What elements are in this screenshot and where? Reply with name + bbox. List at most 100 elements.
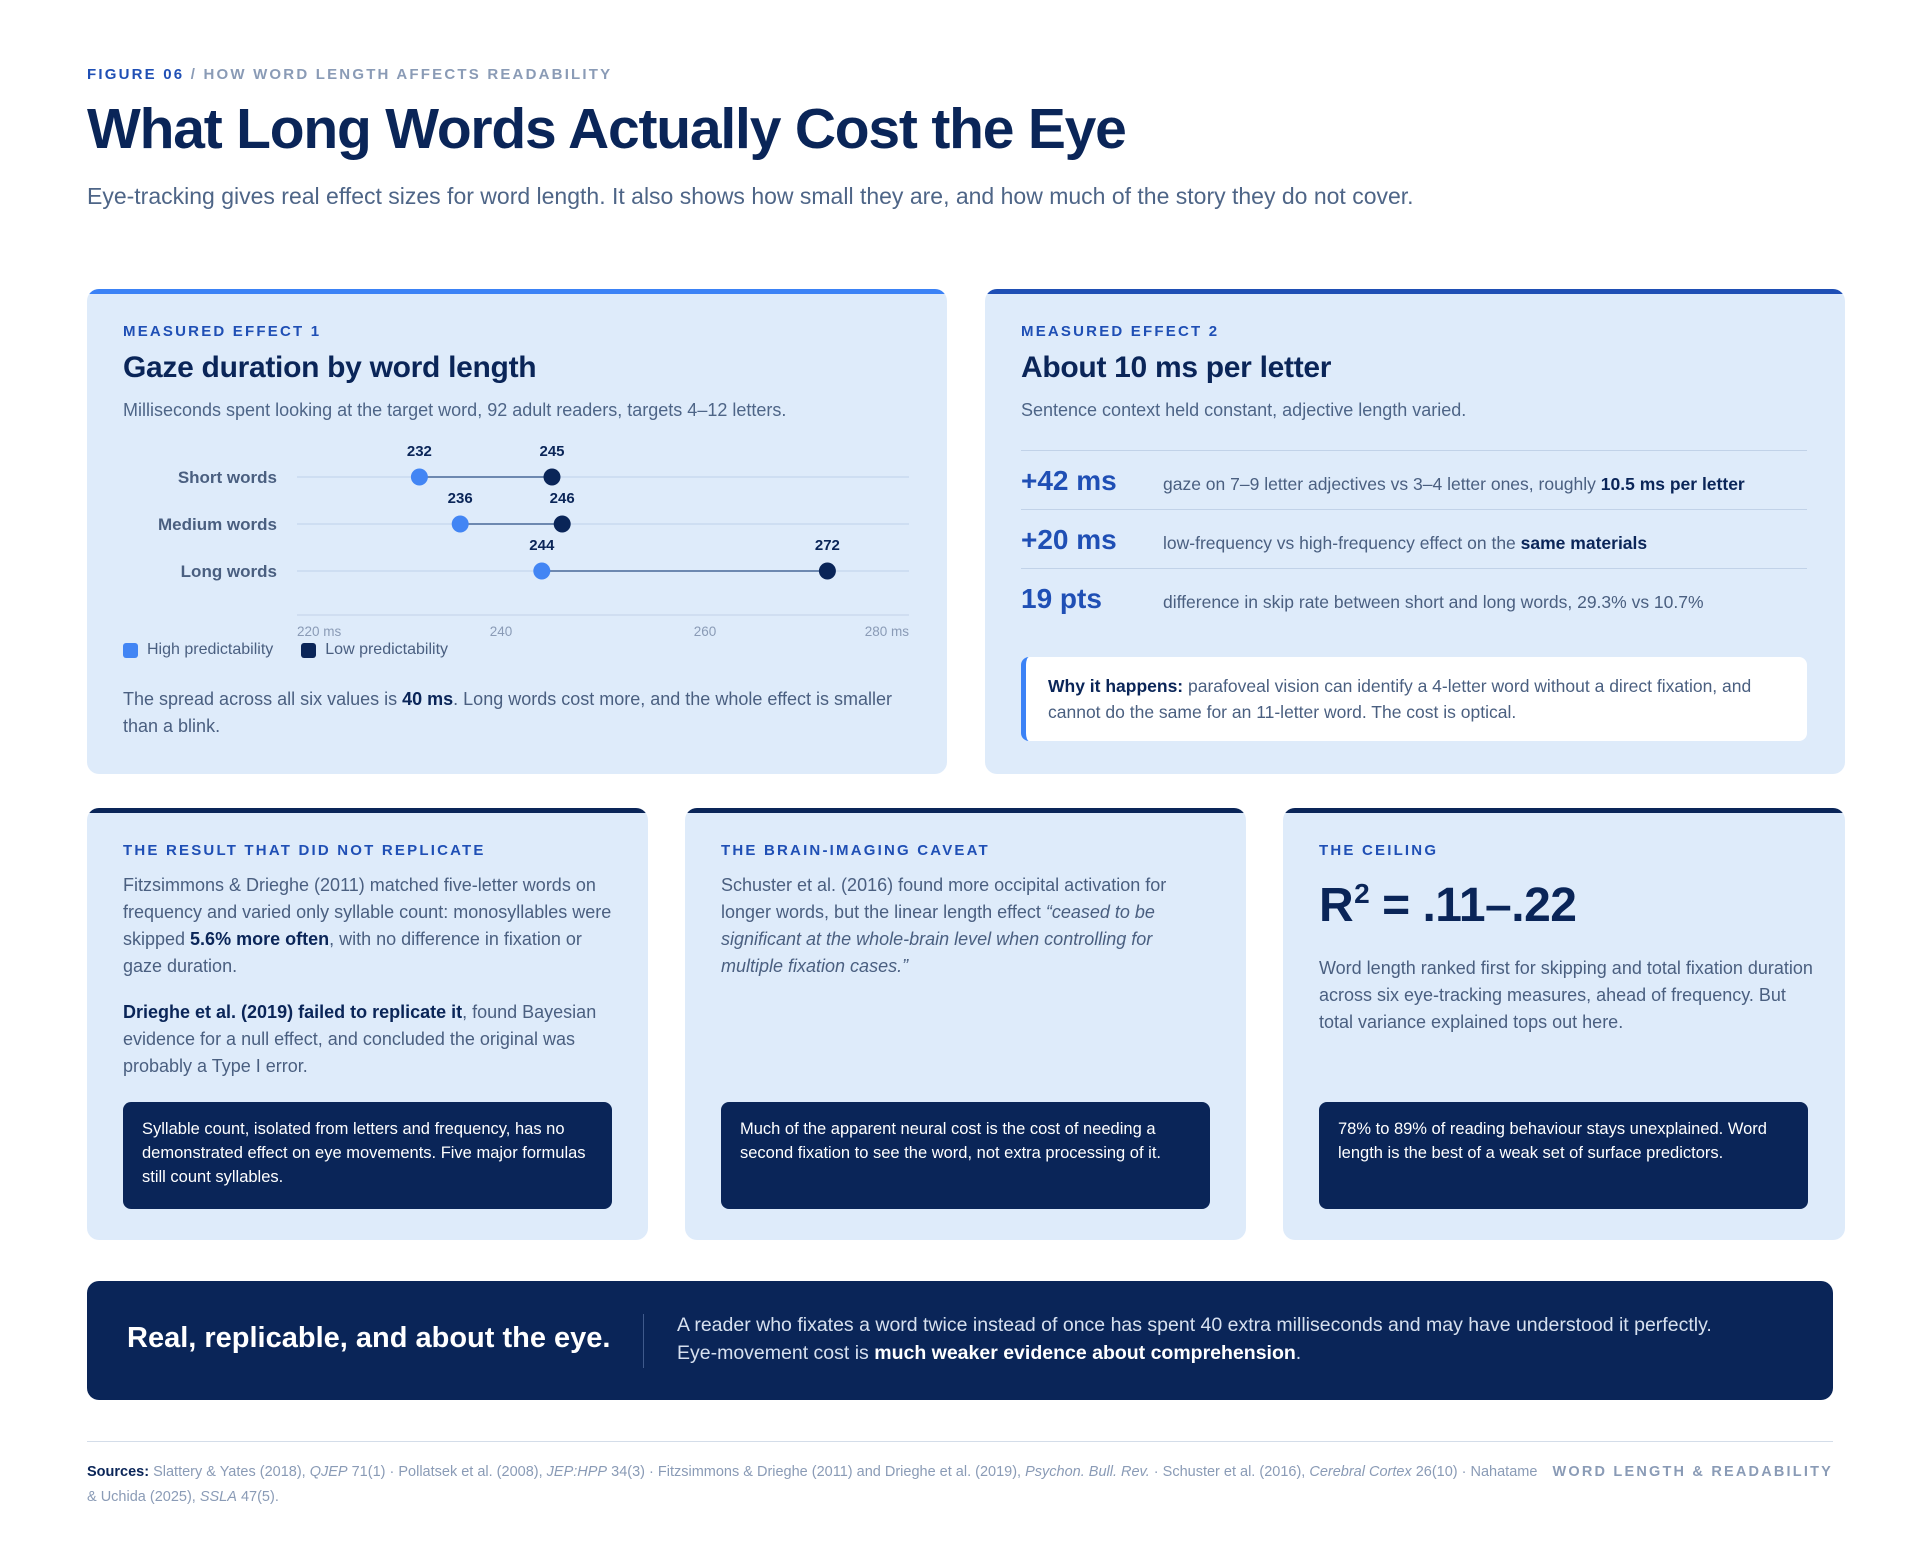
card-label: THE RESULT THAT DID NOT REPLICATE bbox=[123, 842, 486, 859]
banner-text-post: . bbox=[1295, 1342, 1302, 1364]
stat-description: low-frequency vs high-frequency effect o… bbox=[1163, 533, 1647, 554]
x-tick-label: 240 bbox=[490, 624, 513, 639]
data-label: 236 bbox=[448, 490, 473, 507]
card-heading: Gaze duration by word length bbox=[123, 351, 537, 384]
chart-note-post: . Long words cost more, and the whole ef… bbox=[123, 689, 893, 736]
para-text: , with no difference in fixation or gaze… bbox=[123, 929, 582, 976]
legend-label-low: Low predictability bbox=[325, 641, 449, 658]
legend-swatch-low bbox=[301, 642, 317, 658]
category-label: Short words bbox=[178, 468, 277, 487]
takeaway-box: 78% to 89% of reading behaviour stays un… bbox=[1319, 1102, 1808, 1209]
chart-legend: High predictability Low predictability bbox=[123, 641, 448, 659]
source-journal: QJEP bbox=[309, 1464, 348, 1480]
para-quote: “ceased to be significant at the whole-b… bbox=[721, 902, 1155, 976]
card-measured-effect-2: MEASURED EFFECT 2 About 10 ms per letter… bbox=[985, 289, 1845, 774]
data-label: 245 bbox=[539, 443, 564, 460]
card-accent-bar bbox=[1283, 808, 1845, 813]
banner-divider bbox=[643, 1314, 644, 1368]
point-high-predictability bbox=[451, 515, 469, 533]
card-accent-bar bbox=[985, 289, 1845, 294]
chart-note-pre: The spread across all six values is bbox=[123, 689, 403, 709]
banner-text: A reader who fixates a word twice instea… bbox=[677, 1311, 1757, 1367]
stat-desc-text: gaze on 7–9 letter adjectives vs 3–4 let… bbox=[1163, 474, 1601, 494]
stat-description: difference in skip rate between short an… bbox=[1163, 592, 1704, 613]
card-ceiling: THE CEILING R2 = .11–.22 Word length ran… bbox=[1283, 808, 1845, 1240]
source-text: 71(1) · Pollatsek et al. (2008), bbox=[347, 1464, 547, 1480]
card-subheading: Milliseconds spent looking at the target… bbox=[123, 400, 787, 420]
legend-label-high: High predictability bbox=[147, 641, 274, 658]
category-label: Medium words bbox=[158, 515, 277, 534]
conclusion-banner: Real, replicable, and about the eye. A r… bbox=[87, 1281, 1833, 1400]
legend-item-low: Low predictability bbox=[301, 641, 448, 659]
chart-note: The spread across all six values is 40 m… bbox=[123, 686, 913, 740]
banner-text-pre: A reader who fixates a word twice instea… bbox=[677, 1314, 1712, 1364]
card-paragraph: Word length ranked first for skipping an… bbox=[1319, 958, 1813, 1032]
point-low-predictability bbox=[553, 515, 571, 533]
chart-note-bold: 40 ms bbox=[402, 689, 454, 709]
figure-topic: HOW WORD LENGTH AFFECTS READABILITY bbox=[203, 66, 613, 83]
banner-headline: Real, replicable, and about the eye. bbox=[127, 1322, 611, 1354]
para-bold: 5.6% more often bbox=[190, 929, 330, 949]
card-brain-imaging: THE BRAIN-IMAGING CAVEAT Schuster et al.… bbox=[685, 808, 1246, 1240]
dumbbell-chart: Short words 232 245 Medium words 236 246 Long … bbox=[158, 443, 909, 639]
card-accent-bar bbox=[685, 808, 1246, 813]
stat-desc-bold: 10.5 ms per letter bbox=[1600, 474, 1745, 494]
data-label: 244 bbox=[529, 537, 555, 554]
figure-separator: / bbox=[184, 66, 204, 83]
stat-desc-text: difference in skip rate between short an… bbox=[1163, 592, 1704, 612]
source-text: · Schuster et al. (2016), bbox=[1149, 1464, 1310, 1480]
para-bold: Drieghe et al. (2019) failed to replicat… bbox=[123, 1002, 463, 1022]
point-high-predictability bbox=[533, 562, 551, 580]
why-text: parafoveal vision can identify a 4-lette… bbox=[1048, 676, 1752, 722]
para-text: , found Bayesian evidence for a null eff… bbox=[123, 1002, 597, 1076]
card-measured-effect-1: MEASURED EFFECT 1 Gaze duration by word … bbox=[87, 289, 947, 774]
source-text: 26(10) · Nahatame & Uchida (2025), bbox=[87, 1464, 1538, 1505]
card-heading: About 10 ms per letter bbox=[1021, 351, 1332, 384]
x-tick-label: 280 ms bbox=[865, 624, 909, 639]
footer-divider bbox=[87, 1441, 1833, 1442]
data-label: 232 bbox=[407, 443, 432, 460]
x-tick-label: 260 bbox=[694, 624, 717, 639]
source-journal: JEP:HPP bbox=[546, 1464, 608, 1480]
stat-row: +42 ms gaze on 7–9 letter adjectives vs … bbox=[1021, 450, 1807, 509]
page-title: What Long Words Actually Cost the Eye bbox=[87, 97, 1127, 161]
page-subtitle: Eye-tracking gives real effect sizes for… bbox=[87, 183, 1414, 209]
card-label: MEASURED EFFECT 1 bbox=[123, 323, 322, 340]
card-paragraph-2: Drieghe et al. (2019) failed to replicat… bbox=[123, 999, 618, 1080]
r2-prefix: R bbox=[1319, 879, 1354, 932]
card-label: MEASURED EFFECT 2 bbox=[1021, 323, 1220, 340]
legend-swatch-high bbox=[123, 642, 138, 658]
card-label: THE BRAIN-IMAGING CAVEAT bbox=[721, 842, 990, 859]
legend-item-high: High predictability bbox=[123, 641, 273, 659]
source-journal: Cerebral Cortex bbox=[1309, 1464, 1412, 1480]
card-not-replicated: THE RESULT THAT DID NOT REPLICATE Fitzsi… bbox=[87, 808, 648, 1240]
source-text: 47(5). bbox=[236, 1489, 279, 1505]
point-low-predictability bbox=[543, 468, 561, 486]
source-text: 34(3) · Fitzsimmons & Drieghe (2011) and… bbox=[607, 1464, 1026, 1480]
r2-exponent: 2 bbox=[1354, 878, 1370, 909]
card-accent-bar bbox=[87, 289, 947, 294]
card-paragraph-1: Fitzsimmons & Drieghe (2011) matched fiv… bbox=[123, 872, 618, 980]
card-paragraph: Schuster et al. (2016) found more occipi… bbox=[721, 872, 1216, 980]
source-journal: SSLA bbox=[199, 1489, 237, 1505]
card-label: THE CEILING bbox=[1319, 842, 1439, 859]
stat-value: +42 ms bbox=[1021, 465, 1117, 496]
banner-text-bold: much weaker evidence about comprehension bbox=[874, 1342, 1296, 1364]
data-label: 246 bbox=[550, 490, 575, 507]
footer-tag: WORD LENGTH & READABILITY bbox=[1552, 1464, 1833, 1480]
why-callout: Why it happens: parafoveal vision can id… bbox=[1021, 657, 1807, 741]
card-subheading: Sentence context held constant, adjectiv… bbox=[1021, 400, 1467, 420]
takeaway-box: Syllable count, isolated from letters an… bbox=[123, 1102, 612, 1209]
sources-text: Sources: Slattery & Yates (2018), QJEP 7… bbox=[87, 1460, 1547, 1510]
source-journal: Psychon. Bull. Rev. bbox=[1025, 1464, 1150, 1480]
x-tick-label: 220 ms bbox=[297, 624, 342, 639]
para-text: Fitzsimmons & Drieghe (2011) matched fiv… bbox=[123, 875, 612, 949]
stat-row: +20 ms low-frequency vs high-frequency e… bbox=[1021, 509, 1807, 568]
figure-kicker: FIGURE 06 / HOW WORD LENGTH AFFECTS READ… bbox=[87, 66, 612, 83]
stat-value: +20 ms bbox=[1021, 524, 1117, 555]
point-high-predictability bbox=[410, 468, 428, 486]
category-label: Long words bbox=[181, 562, 277, 581]
figure-number: FIGURE 06 bbox=[87, 66, 185, 83]
stat-value: 19 pts bbox=[1021, 583, 1102, 614]
card-accent-bar bbox=[87, 808, 648, 813]
